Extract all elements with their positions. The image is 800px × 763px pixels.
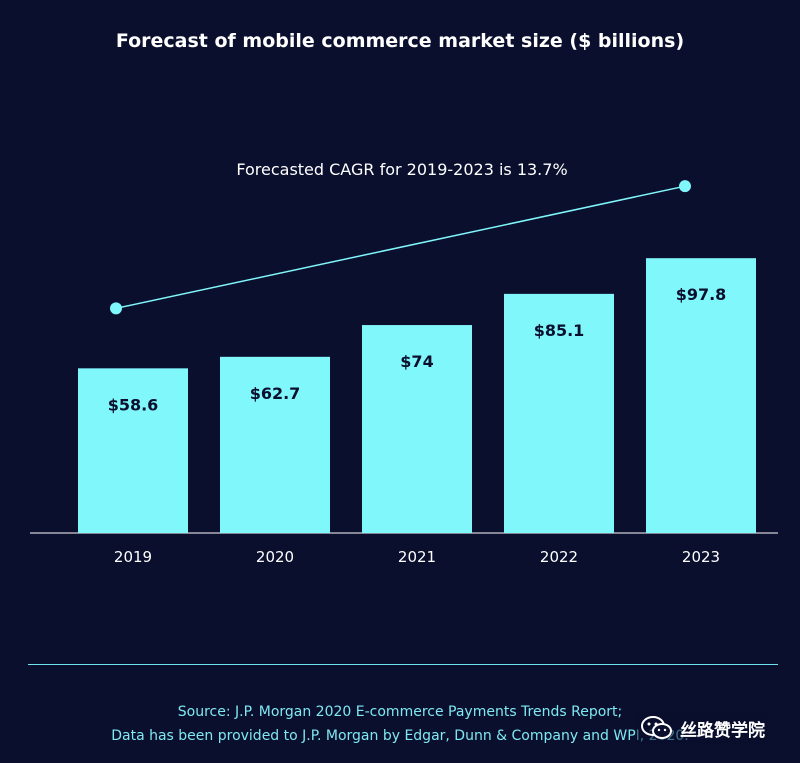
bar-value-label: $97.8: [676, 285, 727, 304]
source-line-1: Source: J.P. Morgan 2020 E-commerce Paym…: [177, 704, 623, 720]
divider: [28, 664, 778, 665]
bar-value-label: $85.1: [534, 321, 585, 340]
bar-2023: [646, 258, 756, 533]
bar-value-label: $74: [400, 352, 433, 371]
watermark-text: 丝路赞学院: [680, 720, 765, 741]
x-tick-label: 2023: [682, 548, 720, 566]
x-tick-label: 2020: [256, 548, 294, 566]
bar-value-label: $58.6: [108, 395, 159, 414]
cagr-annotation: Forecasted CAGR for 2019-2023 is 13.7%: [236, 160, 567, 179]
x-tick-label: 2021: [398, 548, 436, 566]
chart-title: Forecast of mobile commerce market size …: [115, 30, 685, 52]
bar-2019: [78, 368, 188, 533]
source-note: Source: J.P. Morgan 2020 E-commerce Paym…: [0, 700, 800, 748]
wechat-icon: [641, 716, 672, 739]
watermark: 丝路赞学院: [636, 711, 769, 745]
x-tick-label: 2022: [540, 548, 578, 566]
trend-start-dot: [110, 302, 122, 315]
x-tick-label: 2019: [114, 548, 152, 566]
chart-canvas: $58.6 2019 $62.7 2020 $74 2021 $85.1 2022 $97.8 2…: [30, 160, 778, 566]
bar-2022: [504, 293, 614, 533]
trend-end-dot: [679, 180, 691, 193]
source-line-2: Data has been provided to J.P. Morgan by…: [111, 728, 689, 744]
cagr-trend-line: [115, 185, 686, 310]
bar-2020: [220, 356, 330, 533]
bar-2021: [362, 325, 472, 533]
bar-value-label: $62.7: [250, 384, 301, 403]
